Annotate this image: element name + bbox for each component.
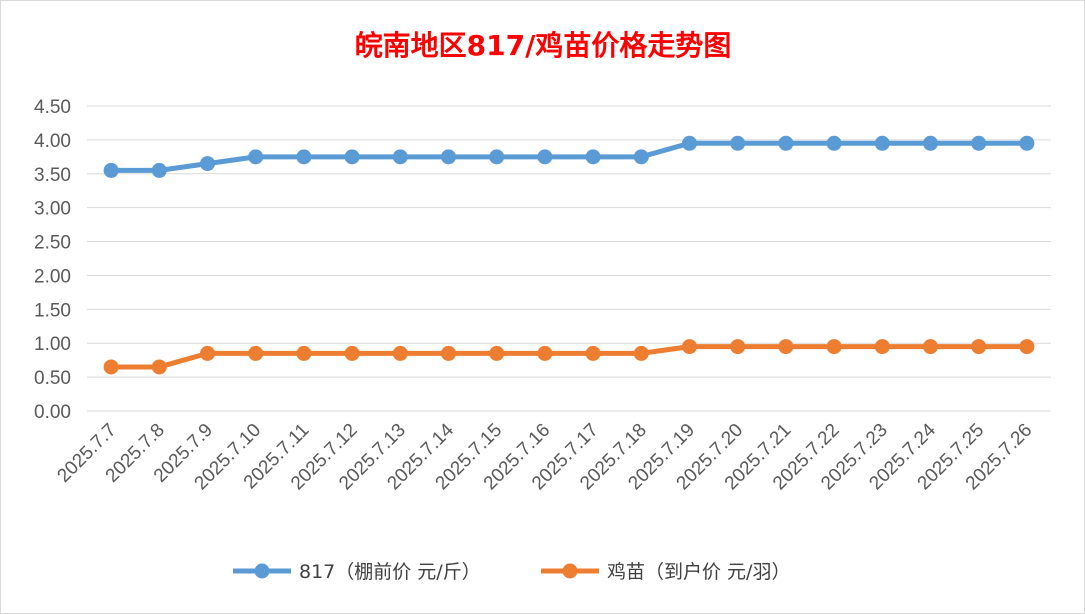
legend-label: 鸡苗（到户价 元/羽）: [607, 561, 790, 583]
data-point: [923, 135, 938, 151]
data-point: [344, 345, 360, 361]
data-point: [874, 135, 890, 151]
data-point: [103, 359, 119, 375]
data-point: [151, 359, 167, 375]
data-point: [103, 162, 119, 178]
data-point: [585, 149, 601, 165]
data-point: [537, 149, 553, 165]
legend: 817（棚前价 元/斤） 鸡苗（到户价 元/羽）: [233, 561, 790, 583]
data-point: [151, 162, 167, 178]
data-point: [682, 339, 697, 355]
data-point: [200, 345, 215, 361]
y-tick-label: 2.00: [34, 266, 71, 287]
data-point: [441, 149, 456, 165]
series-1: [103, 135, 1035, 178]
data-point: [874, 339, 890, 355]
data-point: [296, 345, 312, 361]
data-point: [200, 156, 215, 172]
data-point: [971, 135, 987, 151]
data-point: [826, 135, 842, 151]
data-point: [441, 345, 456, 361]
data-point: [537, 345, 553, 361]
y-tick-label: 0.50: [34, 368, 71, 389]
x-axis-ticks: 2025.7.72025.7.82025.7.92025.7.102025.7.…: [53, 419, 1036, 494]
y-tick-label: 1.50: [34, 300, 71, 321]
series-line: [111, 344, 1027, 370]
data-point: [682, 135, 697, 151]
legend-swatch-marker: [254, 563, 270, 579]
data-point: [971, 339, 987, 355]
data-point: [778, 135, 794, 151]
data-point: [1019, 135, 1035, 151]
y-tick-label: 3.00: [34, 199, 71, 220]
series-layer: [103, 135, 1035, 375]
data-point: [923, 339, 938, 355]
data-point: [489, 345, 505, 361]
data-point: [633, 149, 649, 165]
data-point: [826, 339, 842, 355]
data-point: [392, 345, 408, 361]
data-point: [248, 345, 264, 361]
data-point: [585, 345, 601, 361]
y-tick-label: 1.00: [34, 334, 71, 355]
legend-label: 817（棚前价 元/斤）: [299, 561, 481, 583]
data-point: [1019, 339, 1035, 355]
data-point: [730, 339, 746, 355]
y-tick-label: 4.50: [34, 97, 71, 118]
series-2: [103, 339, 1035, 375]
data-point: [489, 149, 505, 165]
data-point: [344, 149, 360, 165]
gridlines: [87, 105, 1051, 412]
chart-title: 皖南地区817/鸡苗价格走势图: [355, 29, 732, 62]
data-point: [392, 149, 408, 165]
y-tick-label: 4.00: [34, 131, 71, 152]
data-point: [296, 149, 312, 165]
series-line: [111, 140, 1027, 173]
y-tick-label: 0.00: [34, 402, 71, 423]
y-tick-label: 3.50: [34, 165, 71, 186]
data-point: [778, 339, 794, 355]
legend-item-1: 817（棚前价 元/斤）: [233, 561, 481, 583]
data-point: [633, 345, 649, 361]
data-point: [730, 135, 746, 151]
legend-item-2: 鸡苗（到户价 元/羽）: [541, 561, 790, 583]
legend-swatch-marker: [562, 563, 578, 579]
y-axis-ticks: 0.00 0.50 1.00 1.50 2.00 2.50 3.00 3.50 4.00 4.50: [34, 97, 71, 423]
y-tick-label: 2.50: [34, 233, 71, 254]
data-point: [248, 149, 264, 165]
